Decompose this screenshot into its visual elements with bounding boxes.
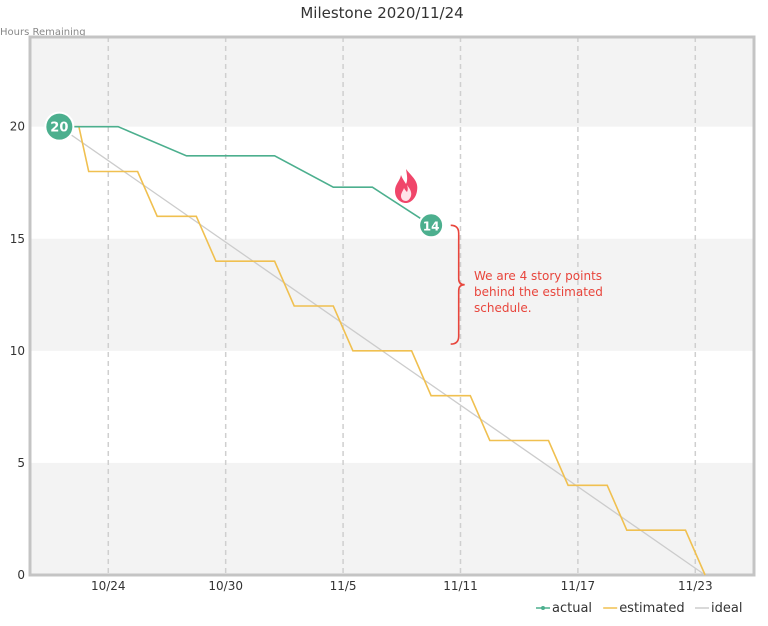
y-tick-label: 20 — [10, 120, 25, 134]
horizontal-bands — [30, 37, 754, 575]
point-marker — [418, 212, 445, 239]
chart-title: Milestone 2020/11/24 — [300, 4, 463, 22]
series-line-estimated — [59, 125, 706, 576]
grid-band — [30, 238, 754, 351]
y-tick-label: 5 — [17, 456, 25, 470]
x-tick-label: 10/24 — [91, 579, 126, 593]
x-axis-ticks: 10/24 10/30 11/5 11/11 11/17 11/23 — [91, 579, 713, 593]
legend: actual estimated ideal — [536, 601, 742, 616]
legend-label-actual: actual — [552, 601, 592, 616]
plot-border — [28, 35, 756, 577]
legend-label-ideal: ideal — [711, 601, 742, 616]
legend-swatch-dot — [541, 606, 545, 610]
y-tick-label: 10 — [10, 344, 25, 358]
y-tick-label: 15 — [10, 232, 25, 246]
x-tick-label: 11/23 — [678, 579, 713, 593]
x-tick-label: 11/5 — [330, 579, 357, 593]
annotation-line-3: schedule. — [474, 301, 532, 315]
y-tick-label: 0 — [17, 568, 25, 582]
point-marker-label: 14 — [423, 219, 440, 233]
annotation-line-2: behind the estimated — [474, 285, 603, 299]
y-axis-label: Hours Remaining — [0, 27, 86, 38]
x-tick-label: 11/11 — [443, 579, 478, 593]
annotation-line-1: We are 4 story points — [474, 269, 602, 283]
x-tick-label: 10/30 — [208, 579, 243, 593]
grid-band — [30, 462, 754, 575]
legend-label-estimated: estimated — [619, 601, 684, 616]
y-axis-ticks: 0 5 10 15 20 — [10, 120, 25, 582]
series-line-actual — [59, 125, 432, 226]
point-marker — [44, 111, 75, 142]
fire-icon — [395, 169, 418, 203]
point-marker-label: 20 — [50, 121, 68, 136]
x-tick-label: 11/17 — [561, 579, 596, 593]
grid-band — [30, 37, 754, 127]
series-layer — [59, 125, 706, 576]
